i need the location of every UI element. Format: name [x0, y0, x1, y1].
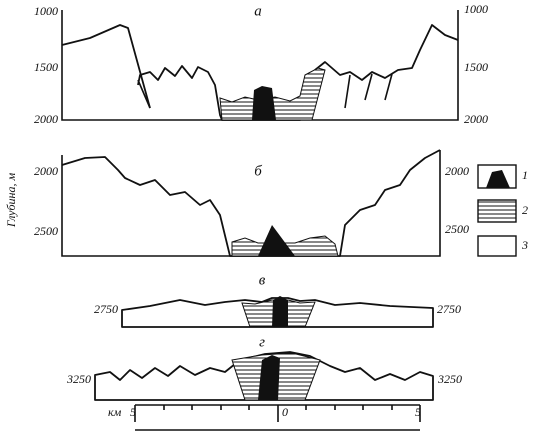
panel-label: г: [259, 334, 265, 350]
tick-label: 2000: [445, 164, 469, 178]
volcano: [272, 296, 288, 327]
scale-unit: км: [108, 405, 122, 419]
volcano: [252, 86, 276, 120]
panel-label: в: [259, 272, 266, 288]
tick-label: 2750: [94, 302, 118, 316]
scale-label: 5: [130, 405, 136, 419]
scale-line: [134, 404, 421, 431]
tick-label: 2750: [437, 302, 461, 316]
tick-label: 2000: [464, 112, 488, 126]
legend-label: 2: [522, 203, 528, 217]
tick-label: 3250: [437, 372, 462, 386]
y-axis-label: Глубина, м: [4, 173, 18, 229]
faults: [137, 73, 393, 109]
tick-label: 2000: [34, 164, 58, 178]
tick-label: 1000: [34, 4, 58, 18]
legend-label: 3: [521, 238, 528, 252]
panel-c: в 2750 2750: [94, 272, 461, 328]
tick-label: 1500: [34, 60, 58, 74]
legend-label: 1: [522, 168, 528, 182]
tick-label: 2500: [34, 224, 58, 238]
tick-label: 1500: [464, 60, 488, 74]
panel-label: б: [254, 163, 262, 179]
legend-swatch: [486, 170, 510, 188]
volcano: [258, 355, 280, 400]
tick-label: 2000: [34, 112, 58, 126]
legend: 1 2 3: [477, 164, 528, 257]
legend-box: [477, 199, 517, 223]
legend-box: [477, 235, 517, 257]
scale-bar: км 5 0 5: [108, 404, 421, 431]
profile: [61, 149, 441, 257]
scale-label: 5: [415, 405, 421, 419]
panel-d: г 3250 3250: [66, 334, 462, 401]
panel-label: а: [254, 3, 262, 19]
panel-b: б 2000 2500 2000 2500: [34, 149, 469, 257]
scale-label: 0: [282, 405, 288, 419]
volcano: [258, 225, 295, 256]
panel-a: а 1000 1500 2000 1000 1500 2000: [34, 2, 488, 126]
tick-label: 3250: [66, 372, 91, 386]
tick-label: 2500: [445, 222, 469, 236]
tick-label: 1000: [464, 2, 488, 16]
sediment: [219, 67, 326, 121]
